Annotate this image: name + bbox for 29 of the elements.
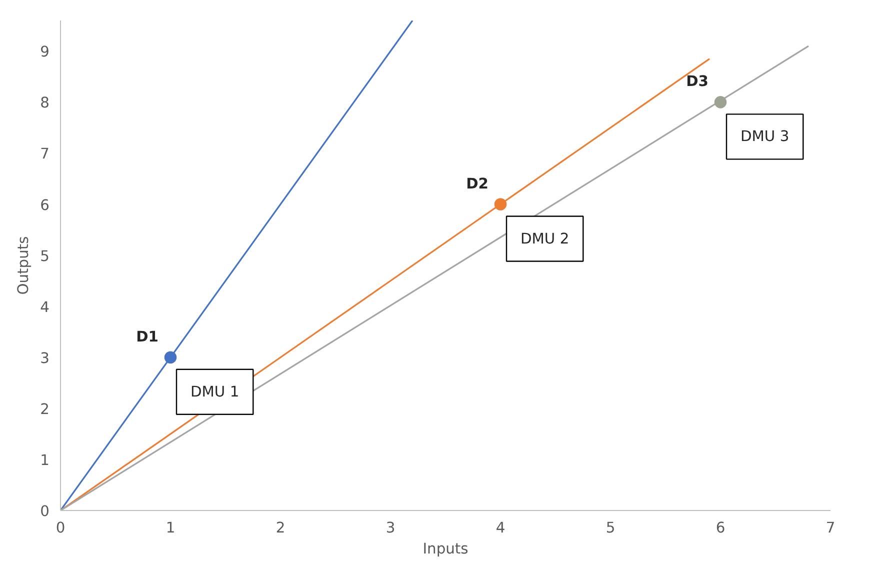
annotation: DMU 2	[520, 230, 570, 248]
x-tick-label: 1	[166, 520, 176, 536]
y-tick-label: 7	[40, 146, 50, 163]
x-tick-label: 6	[716, 520, 726, 536]
series-label: D1	[136, 328, 159, 346]
series-label: D2	[466, 175, 489, 192]
y-tick-label: 9	[40, 44, 50, 61]
x-axis-title: Inputs	[422, 540, 468, 558]
x-tick-label: 2	[276, 520, 286, 536]
y-tick-label: 4	[40, 298, 50, 316]
x-tick-label: 7	[826, 520, 836, 536]
y-tick-label: 2	[40, 400, 50, 418]
series-label: D3	[686, 73, 709, 90]
y-tick-label: 5	[40, 248, 50, 265]
y-axis-title: Outputs	[15, 236, 32, 295]
annotation: DMU 3	[740, 128, 790, 146]
point	[494, 198, 507, 210]
x-tick-label: 3	[386, 520, 396, 536]
point	[714, 96, 727, 108]
y-tick-label: 6	[40, 196, 50, 214]
y-tick-label: 0	[40, 503, 50, 520]
point	[164, 351, 177, 364]
x-tick-label: 4	[496, 520, 506, 536]
x-tick-label: 0	[56, 520, 66, 536]
y-tick-label: 3	[40, 350, 50, 367]
annotation: DMU 1	[190, 383, 240, 400]
y-tick-label: 8	[40, 94, 50, 112]
y-tick-label: 1	[40, 452, 50, 469]
x-tick-label: 5	[606, 520, 616, 536]
